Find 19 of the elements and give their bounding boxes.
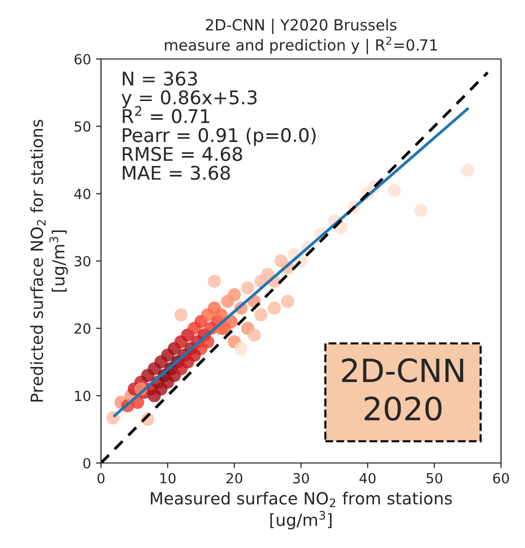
x-tick-label: 10 <box>160 472 176 484</box>
chart-title: 2D-CNN | Y2020 Brussels measure and prediction y | R$^{2}$=0.71 <box>164 18 437 54</box>
x-tick-label: 20 <box>226 472 242 484</box>
annotation: N = 363 y = 0.86x+5.3 R$^{2}$ = 0.71 Pearr = 0.91 (p=0.0) RMSE = 4.68 MAE = 3.68 <box>122 71 316 180</box>
x-tick-label: 60 <box>493 472 509 484</box>
y-tick-label: 60 <box>74 54 90 64</box>
y-tick-label: 30 <box>74 256 90 266</box>
y-tick-label: 20 <box>74 323 90 334</box>
annotation: 2D-CNN 2020 <box>342 358 464 421</box>
y-tick-label: 40 <box>74 188 90 200</box>
x-tick-label: 0 <box>97 472 104 484</box>
text: Measured surface NO$_{2}$ from stations [ug/m$^{3}$] <box>150 492 452 530</box>
text: Predicted surface NO$_{2}$ for stations [ug/m$^{3}$] <box>30 120 68 402</box>
y-tick-label: 10 <box>75 390 90 402</box>
y-tick-label: 50 <box>74 121 90 132</box>
x-tick-label: 40 <box>360 472 376 484</box>
x-tick-label: 50 <box>426 472 442 484</box>
x-tick-label: 30 <box>293 472 309 484</box>
y-tick-label: 0 <box>83 458 90 468</box>
